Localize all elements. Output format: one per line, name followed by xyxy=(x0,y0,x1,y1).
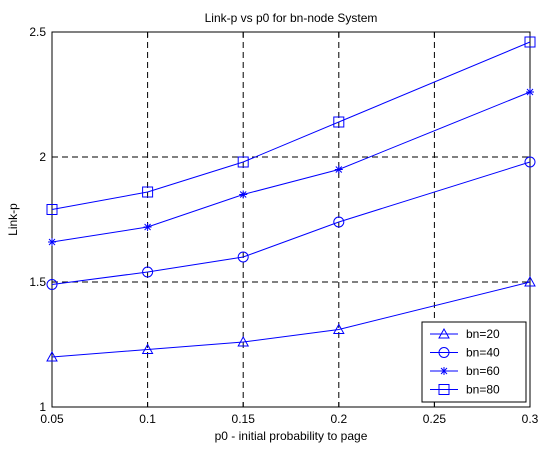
star-marker xyxy=(440,367,448,375)
series-group xyxy=(46,36,536,362)
circle-marker xyxy=(333,216,345,228)
square-marker xyxy=(46,204,58,215)
triangle-marker xyxy=(332,323,345,334)
star-stroke xyxy=(144,223,151,231)
legend-label: bn=80 xyxy=(466,383,500,397)
star-stroke xyxy=(48,238,56,246)
series-line xyxy=(51,41,531,210)
circle-marker xyxy=(237,251,249,263)
x-tick-label: 0.25 xyxy=(423,412,447,426)
circle-marker xyxy=(142,266,154,278)
series-line xyxy=(51,91,531,243)
star-marker xyxy=(334,165,343,174)
star-stroke xyxy=(335,166,343,173)
star-stroke xyxy=(440,367,448,375)
series-bn-80 xyxy=(46,36,536,215)
legend-label: bn=20 xyxy=(466,327,500,341)
triangle-marker xyxy=(237,335,250,347)
square-marker xyxy=(333,116,345,128)
square-marker xyxy=(438,384,450,395)
y-tick-label: 2 xyxy=(39,150,46,164)
star-stroke xyxy=(239,191,247,198)
axis-ticks: 0.05 0.1 0.15 0.2 0.25 0.3 1 1.5 2 2.5 xyxy=(29,25,538,426)
series-bn-20 xyxy=(46,275,536,362)
circle-marker xyxy=(438,347,450,358)
star-marker xyxy=(143,223,152,231)
star-marker xyxy=(526,88,534,96)
star-stroke xyxy=(526,88,534,96)
triangle-marker xyxy=(524,275,536,287)
plot-area xyxy=(51,31,531,408)
x-tick-label: 0.2 xyxy=(330,412,347,426)
x-axis-label: p0 - initial probability to page xyxy=(215,429,368,443)
legend-label: bn=40 xyxy=(466,346,500,360)
triangle-marker xyxy=(141,343,154,354)
series-line xyxy=(51,161,531,285)
square-marker xyxy=(237,156,249,168)
circle-marker xyxy=(524,156,536,168)
y-tick-label: 2.5 xyxy=(29,25,46,39)
y-axis-label: Link-p xyxy=(6,203,20,236)
star-marker xyxy=(48,238,56,246)
square-marker xyxy=(142,186,154,198)
square-marker xyxy=(524,36,536,48)
legend-entry: bn=60 xyxy=(430,364,500,378)
chart-title: Link-p vs p0 for bn-node System xyxy=(205,11,378,25)
x-tick-label: 0.15 xyxy=(232,412,256,426)
legend-label: bn=60 xyxy=(466,364,500,378)
series-line xyxy=(51,281,531,358)
x-tick-label: 0.3 xyxy=(522,412,539,426)
circle-marker xyxy=(46,279,58,290)
legend-entry: bn=80 xyxy=(430,383,500,397)
star-marker xyxy=(239,190,248,199)
x-tick-label: 0.05 xyxy=(40,412,64,426)
y-tick-label: 1 xyxy=(39,400,46,414)
triangle-marker xyxy=(46,350,58,362)
triangle-marker xyxy=(438,327,450,339)
x-tick-label: 0.1 xyxy=(139,412,156,426)
legend: bn=20 bn=40 bn=60 bn=80 xyxy=(421,321,527,403)
y-tick-label: 1.5 xyxy=(29,275,46,289)
series-bn-40 xyxy=(46,156,536,290)
series-bn-60 xyxy=(48,88,534,246)
legend-entry: bn=40 xyxy=(430,346,500,360)
legend-entry: bn=20 xyxy=(430,327,500,341)
